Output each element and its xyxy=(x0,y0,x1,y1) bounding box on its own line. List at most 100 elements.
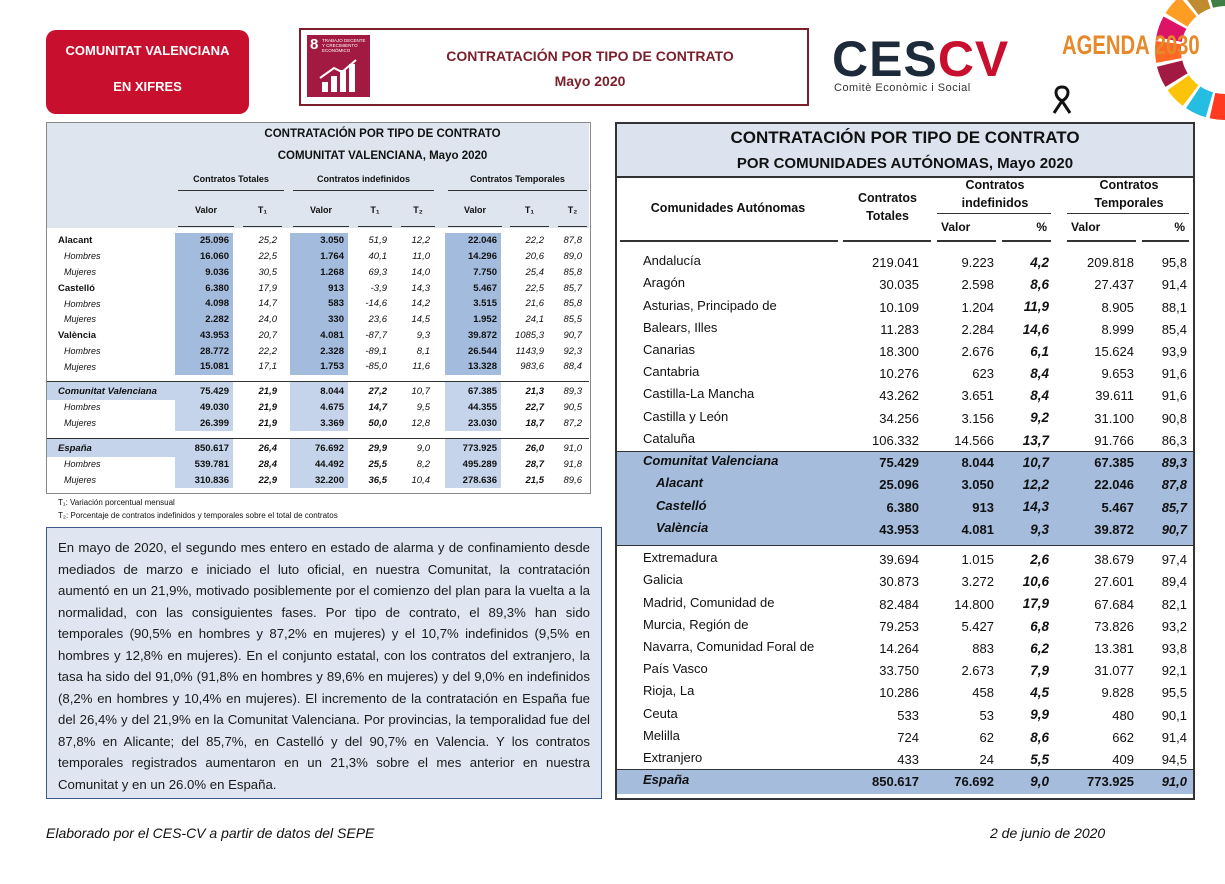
row-label: España xyxy=(643,772,690,788)
cell: 310.836 xyxy=(194,474,229,486)
table-subtitle: POR COMUNIDADES AUTÓNOMAS, Mayo 2020 xyxy=(736,155,1074,172)
cell: 6.380 xyxy=(205,282,229,294)
cell: 10.109 xyxy=(879,299,919,315)
section-rule xyxy=(47,438,589,439)
cell: 18.300 xyxy=(879,344,919,359)
cell: 9.653 xyxy=(1101,366,1134,382)
cell: 93,2 xyxy=(1161,618,1187,634)
cell: 433 xyxy=(897,752,919,767)
row-label: Navarra, Comunidad Foral de xyxy=(643,639,815,654)
row-label: Mujeres xyxy=(64,475,97,486)
wheel-segment xyxy=(1187,0,1211,15)
title-box xyxy=(299,28,809,106)
row-label: Castilla-La Mancha xyxy=(643,386,755,402)
cell: 13,7 xyxy=(1022,432,1049,448)
cell: 88,1 xyxy=(1161,299,1187,315)
value-band xyxy=(290,439,348,489)
cell: 14,3 xyxy=(411,282,431,294)
cell: 12,2 xyxy=(1022,477,1049,493)
row-label: Melilla xyxy=(643,727,680,743)
cell: 91.766 xyxy=(1094,432,1134,448)
group-rule xyxy=(293,190,434,191)
cell: 88,4 xyxy=(563,361,583,373)
cell: 11,6 xyxy=(412,361,430,373)
table-title: CONTRATACIÓN POR TIPO DE CONTRATO xyxy=(264,128,501,141)
cell: -85,0 xyxy=(365,361,387,373)
cell: 91,6 xyxy=(1161,388,1187,404)
cell: 14,3 xyxy=(1022,499,1049,515)
cell: 850.617 xyxy=(194,443,229,455)
cell: 5.467 xyxy=(473,282,497,294)
cell: 1143,9 xyxy=(515,345,544,357)
cell: 7,9 xyxy=(1030,662,1049,678)
cell: 20,6 xyxy=(525,251,545,263)
title: CONTRATACIÓN POR TIPO DE CONTRATO xyxy=(446,48,734,64)
row-label: València xyxy=(656,519,709,535)
cell: 93,8 xyxy=(1161,641,1187,656)
cell: 32.200 xyxy=(314,474,344,486)
cell: 2,6 xyxy=(1030,551,1049,567)
left-table-frame xyxy=(46,122,591,494)
cell: 1085,3 xyxy=(514,329,544,341)
sdg-graphic xyxy=(319,59,357,92)
cell: 82,1 xyxy=(1161,596,1187,612)
cell: 773.925 xyxy=(462,443,497,455)
cell: 97,4 xyxy=(1161,552,1187,568)
cell: 7.750 xyxy=(473,266,497,278)
cell: 5.427 xyxy=(961,618,994,634)
cell: 44.492 xyxy=(314,459,344,471)
cell: 662 xyxy=(1112,729,1134,745)
logo-part: CV xyxy=(937,31,1010,87)
right-table-frame xyxy=(615,122,1195,800)
column-header: Valor xyxy=(194,204,217,215)
head-rule xyxy=(617,176,1193,178)
cell: 94,5 xyxy=(1161,752,1187,767)
column-header: Valor xyxy=(941,219,971,234)
cell: 73.826 xyxy=(1094,618,1134,634)
cell: 8,6 xyxy=(1030,729,1049,745)
cell: 16.060 xyxy=(199,251,229,263)
cell: 43.953 xyxy=(199,329,229,341)
footer-date: 2 de junio de 2020 xyxy=(990,825,1106,841)
row-label: Comunitat Valenciana xyxy=(58,386,157,398)
cell: 79.253 xyxy=(879,618,919,634)
cell: 25.096 xyxy=(199,235,229,247)
cell: 4,2 xyxy=(1030,254,1049,270)
logo-part: CES xyxy=(832,31,938,87)
cell: 67.385 xyxy=(467,386,497,398)
cell: 90,1 xyxy=(1161,707,1187,723)
row-label: España xyxy=(58,443,92,455)
cell: 11,9 xyxy=(1023,299,1049,315)
cell: 219.041 xyxy=(872,255,919,271)
cell: 17,1 xyxy=(258,361,278,373)
cell: 85,4 xyxy=(1161,321,1187,337)
column-rule xyxy=(1002,240,1051,242)
row-label: Canarias xyxy=(643,342,696,357)
cell: 51,9 xyxy=(368,235,388,247)
cell: 6,8 xyxy=(1030,618,1049,634)
cell: 8.999 xyxy=(1101,321,1134,337)
cell: 5,5 xyxy=(1030,751,1049,767)
cell: 209.818 xyxy=(1087,255,1134,271)
cell: 26.544 xyxy=(467,345,497,357)
cell: 2.328 xyxy=(320,345,344,357)
cell: 4.675 xyxy=(320,402,344,414)
cell: 50,0 xyxy=(368,417,388,429)
cell: 21,6 xyxy=(525,298,545,310)
cell: 27.437 xyxy=(1094,277,1134,293)
cell: -89,1 xyxy=(365,345,387,357)
cell: 10,7 xyxy=(1022,454,1049,470)
row-label: Extremadura xyxy=(643,550,718,566)
cell: 8.905 xyxy=(1101,299,1134,315)
cell: 28.772 xyxy=(199,345,229,357)
cell: 28,7 xyxy=(525,459,545,471)
cell: 2.676 xyxy=(961,344,994,359)
note: T₂: Porcentaje de contratos indefinidos … xyxy=(58,511,338,520)
cell: 91,4 xyxy=(1161,729,1187,745)
cell: 33.750 xyxy=(879,663,919,679)
cell: 6.380 xyxy=(886,499,919,515)
cell: 12,8 xyxy=(411,417,431,429)
cell: 67.684 xyxy=(1094,596,1134,612)
cell: 25.096 xyxy=(879,477,919,493)
column-rule xyxy=(1067,240,1136,242)
